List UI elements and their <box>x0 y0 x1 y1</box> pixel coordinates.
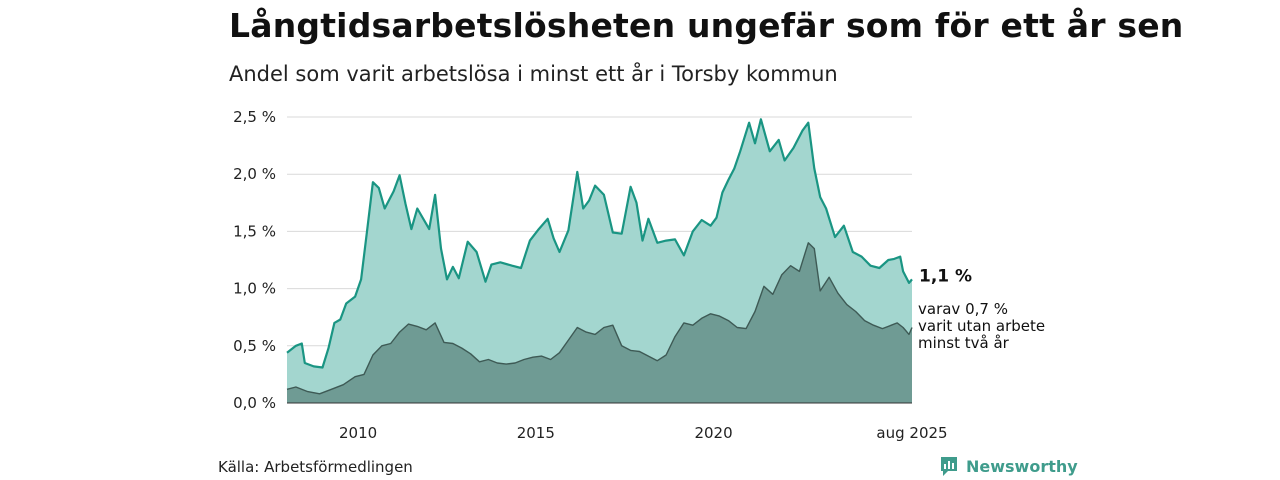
chart-subtitle: Andel som varit arbetslösa i minst ett å… <box>229 62 838 86</box>
series-upper-line <box>286 118 913 369</box>
x-tick-label: 2020 <box>694 424 732 442</box>
x-tick-label: 2015 <box>517 424 555 442</box>
newsworthy-logo-icon <box>941 457 957 476</box>
series-lower-area <box>287 242 912 403</box>
y-tick-label: 1,5 % <box>233 222 276 240</box>
series-areas <box>286 118 913 404</box>
series-lower-line <box>286 242 913 395</box>
chart-title: Långtidsarbetslösheten ungefär som för e… <box>229 6 1184 45</box>
end-value-label: 1,1 % <box>919 266 972 286</box>
x-tick-label: 2010 <box>339 424 377 442</box>
y-tick-label: 0,5 % <box>233 337 276 355</box>
brand-logo: Newsworthy <box>939 455 1078 477</box>
sub-label-line: minst två år <box>918 334 1010 352</box>
brand-name: Newsworthy <box>966 456 1078 476</box>
sub-label-line: varav 0,7 % <box>918 300 1008 318</box>
source-note: Källa: Arbetsförmedlingen <box>218 458 413 476</box>
sub-label-line: varit utan arbete <box>918 317 1045 335</box>
axes: 0,0 % 0,5 % 1,0 % 1,5 % 2,0 % 2,5 % 2010 2015 20… <box>233 108 947 442</box>
y-tick-label: 2,5 % <box>233 108 276 126</box>
y-tick-label: 2,0 % <box>233 165 276 183</box>
y-tick-label: 0,0 % <box>233 394 276 412</box>
y-tick-label: 1,0 % <box>233 280 276 298</box>
x-tick-label: aug 2025 <box>876 424 947 442</box>
